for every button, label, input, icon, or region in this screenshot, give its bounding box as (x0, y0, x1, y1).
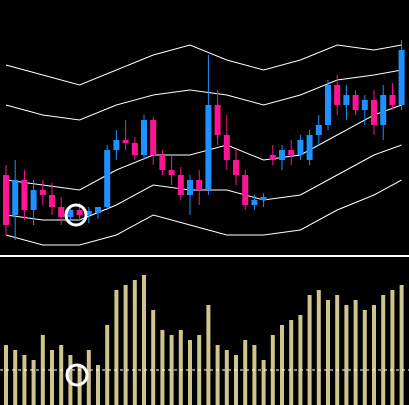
candle-body (196, 180, 203, 190)
candle-body (76, 210, 83, 215)
candle-body (21, 180, 28, 210)
volume-bar (252, 345, 257, 405)
volume-bar (178, 330, 183, 405)
candle-body (260, 197, 267, 200)
volume-bar (68, 355, 73, 405)
volume-bar (142, 275, 146, 405)
candle-body (104, 150, 111, 207)
candle-body (389, 95, 396, 105)
volume-bar (344, 305, 349, 405)
candle-body (131, 143, 138, 155)
volume-bar (86, 350, 91, 405)
volume-bar (96, 365, 100, 405)
candle-body (67, 210, 74, 217)
volume-bar (399, 285, 404, 405)
candle-body (398, 50, 405, 105)
volume-bar (381, 295, 386, 405)
candle-body (334, 85, 341, 105)
highlight-circle (65, 363, 89, 387)
band-line (5, 179, 402, 246)
volume-bar (132, 280, 137, 405)
candle-body (39, 190, 46, 195)
candle-body (343, 95, 350, 105)
candle-body (168, 170, 175, 175)
candle-body (325, 85, 331, 125)
candle-body (3, 175, 9, 225)
candle-body (49, 195, 55, 207)
candle-body (269, 155, 276, 160)
volume-bar (50, 350, 54, 405)
candle-body (177, 175, 184, 195)
volume-bar (151, 310, 156, 405)
candle-body (113, 140, 120, 150)
candle-body (288, 150, 295, 155)
volume-bar (215, 345, 220, 405)
candle-body (279, 150, 285, 160)
price-panel (3, 40, 405, 246)
volume-bar (123, 285, 128, 405)
volume-bar (335, 295, 340, 405)
volume-bar (289, 320, 294, 405)
candle-body (141, 120, 147, 155)
volume-bar (31, 360, 36, 405)
volume-bar (160, 330, 165, 405)
candle-body (95, 207, 101, 213)
candle-body (361, 100, 368, 110)
volume-bar (390, 290, 395, 405)
volume-bar (59, 345, 64, 405)
volume-bar (372, 305, 376, 405)
volume-bar (243, 340, 248, 405)
volume-bar (316, 290, 321, 405)
volume-bar (326, 300, 330, 405)
volume-bar (234, 355, 238, 405)
volume-bar (22, 355, 27, 405)
volume-bar (298, 315, 303, 405)
volume-bar (4, 345, 8, 405)
volume-bar (224, 350, 229, 405)
candle-body (187, 180, 193, 195)
candle-body (58, 207, 65, 217)
volume-bar (105, 325, 110, 405)
volume-bar (114, 290, 119, 405)
volume-panel (0, 275, 409, 405)
highlight-circle (64, 203, 88, 227)
volume-bar (188, 340, 192, 405)
volume-bar (261, 360, 266, 405)
candle-body (380, 95, 387, 125)
volume-bar (353, 300, 358, 405)
candle-body (30, 190, 37, 210)
candle-body (251, 200, 258, 205)
candle-body (352, 95, 359, 110)
candle-body (223, 135, 230, 160)
candle-body (150, 120, 157, 155)
volume-bar (169, 335, 174, 405)
candle-body (122, 140, 129, 143)
volume-bar (13, 350, 18, 405)
candle-body (306, 135, 313, 160)
volume-bar (307, 295, 312, 405)
candle-body (371, 100, 377, 125)
candle-body (12, 180, 19, 215)
volume-bar (280, 325, 284, 405)
band-line (5, 44, 402, 86)
volume-bar (206, 305, 211, 405)
candle-body (233, 160, 239, 175)
volume-bar (362, 310, 367, 405)
candle-body (297, 140, 304, 155)
candle-body (315, 125, 322, 135)
candle-body (159, 155, 166, 170)
candle-body (214, 105, 221, 135)
candle-body (242, 175, 249, 205)
candle-body (85, 211, 92, 215)
candle-body (205, 105, 212, 190)
